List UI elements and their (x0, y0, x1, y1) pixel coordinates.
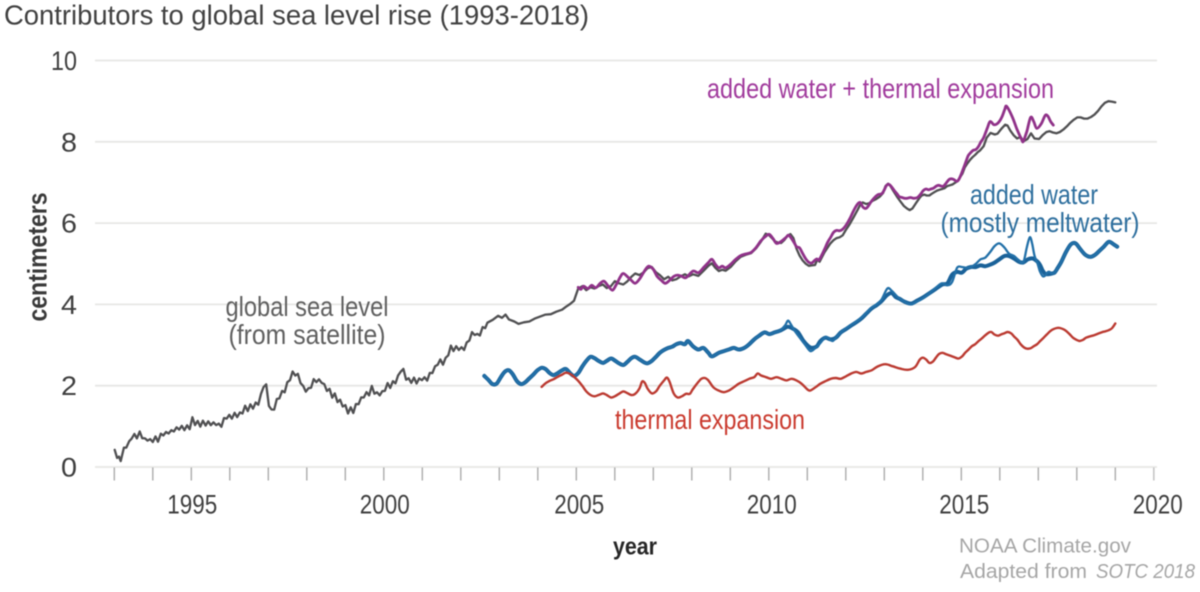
svg-text:2020: 2020 (1133, 490, 1183, 520)
svg-text:1995: 1995 (167, 490, 217, 520)
svg-text:2005: 2005 (554, 490, 604, 520)
svg-text:2015: 2015 (939, 490, 989, 520)
svg-text:Adapted from: Adapted from (960, 561, 1087, 583)
svg-text:4: 4 (61, 290, 77, 320)
svg-text:centimeters: centimeters (23, 193, 53, 322)
svg-text:Contributors to global sea lev: Contributors to global sea level rise (1… (4, 0, 589, 31)
svg-text:SOTC 2018: SOTC 2018 (1096, 561, 1195, 583)
svg-text:added water + thermal expansio: added water + thermal expansion (707, 73, 1054, 104)
svg-text:global sea level: global sea level (226, 291, 389, 322)
svg-text:2010: 2010 (747, 490, 797, 520)
svg-text:10: 10 (51, 46, 77, 76)
svg-text:6: 6 (61, 209, 77, 239)
svg-text:(from satellite): (from satellite) (229, 319, 386, 350)
svg-text:0: 0 (61, 453, 77, 483)
svg-text:2000: 2000 (360, 490, 410, 520)
svg-text:year: year (613, 534, 657, 561)
svg-text:(mostly meltwater): (mostly meltwater) (941, 207, 1140, 238)
svg-text:thermal expansion: thermal expansion (615, 404, 805, 435)
svg-text:NOAA Climate.gov: NOAA Climate.gov (959, 536, 1131, 558)
svg-text:added water: added water (970, 179, 1098, 210)
svg-text:2: 2 (61, 371, 77, 401)
svg-text:8: 8 (61, 127, 77, 157)
